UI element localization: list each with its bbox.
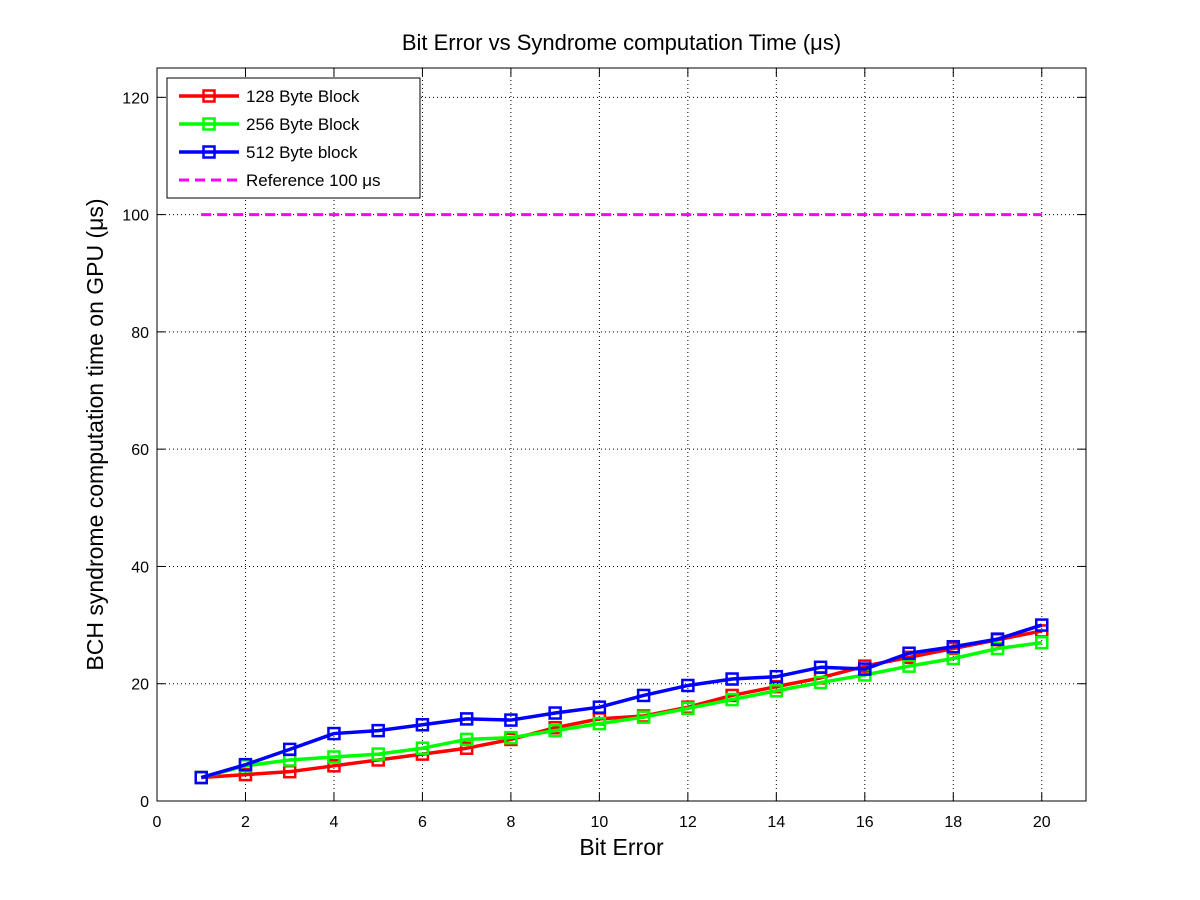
data-point bbox=[504, 713, 518, 727]
legend-label: 256 Byte Block bbox=[246, 115, 360, 134]
legend-label: Reference 100 μs bbox=[246, 171, 381, 190]
x-tick-label: 18 bbox=[944, 814, 962, 831]
data-point bbox=[371, 723, 385, 738]
legend-marker bbox=[202, 89, 216, 103]
data-point bbox=[548, 723, 562, 738]
series-group bbox=[194, 213, 1049, 785]
data-point bbox=[592, 716, 607, 731]
series-line bbox=[201, 629, 1043, 780]
data-point bbox=[459, 712, 474, 726]
chart-title: Bit Error vs Syndrome computation Time (… bbox=[402, 30, 841, 55]
data-point bbox=[636, 688, 651, 703]
data-point bbox=[1035, 635, 1049, 650]
plot-area-frame bbox=[156, 67, 1087, 802]
data-point bbox=[415, 741, 430, 755]
legend-item: 512 Byte block bbox=[179, 143, 358, 162]
data-point bbox=[681, 701, 695, 716]
data-point bbox=[592, 700, 607, 714]
x-tick-labels: 0 2 4 6 8 10 12 14 16 18 20 bbox=[153, 814, 1051, 831]
data-point bbox=[459, 732, 474, 747]
x-tick-label: 20 bbox=[1033, 814, 1051, 831]
data-point bbox=[813, 660, 828, 675]
data-point bbox=[282, 742, 297, 757]
data-point bbox=[238, 757, 253, 772]
data-point bbox=[459, 741, 474, 755]
legend-marker bbox=[202, 145, 216, 159]
y-tick-label: 0 bbox=[140, 794, 149, 811]
series-512-byte-block bbox=[194, 618, 1049, 785]
data-point bbox=[415, 718, 430, 732]
y-tick-label: 60 bbox=[131, 442, 149, 459]
data-point bbox=[681, 678, 695, 693]
data-point bbox=[548, 706, 562, 720]
y-tick-label: 20 bbox=[131, 677, 149, 694]
data-point bbox=[636, 710, 651, 724]
data-point bbox=[504, 730, 518, 745]
x-tick-label: 12 bbox=[679, 814, 697, 831]
legend-item: Reference 100 μs bbox=[179, 171, 381, 190]
x-tick-label: 8 bbox=[506, 814, 515, 831]
data-point bbox=[194, 770, 208, 785]
y-tick-label: 100 bbox=[122, 208, 149, 225]
data-point bbox=[725, 692, 739, 707]
series-256-byte-block bbox=[194, 635, 1049, 785]
x-tick-label: 10 bbox=[590, 814, 608, 831]
legend-label: 128 Byte Block bbox=[246, 87, 360, 106]
data-point bbox=[725, 672, 739, 686]
data-point bbox=[327, 759, 341, 773]
x-tick-label: 14 bbox=[767, 814, 785, 831]
x-tick-label: 2 bbox=[241, 814, 250, 831]
legend-item: 128 Byte Block bbox=[179, 87, 360, 106]
data-point bbox=[990, 641, 1005, 656]
axis-ticks bbox=[156, 68, 1086, 802]
x-tick-label: 0 bbox=[153, 814, 162, 831]
data-point bbox=[769, 684, 784, 698]
x-tick-label: 4 bbox=[329, 814, 338, 831]
legend-item: 256 Byte Block bbox=[179, 115, 360, 134]
y-tick-label: 80 bbox=[131, 325, 149, 342]
series-line bbox=[200, 623, 1043, 780]
data-point bbox=[946, 640, 961, 654]
y-tick-label: 40 bbox=[131, 559, 149, 576]
data-point bbox=[902, 659, 916, 673]
x-axis-title: Bit Error bbox=[579, 834, 664, 860]
legend-box bbox=[166, 77, 421, 199]
data-point bbox=[327, 726, 341, 741]
x-tick-label: 6 bbox=[418, 814, 427, 831]
y-tick-labels: 0 20 40 60 80 100 120 bbox=[122, 90, 149, 811]
data-point bbox=[858, 662, 872, 676]
legend-label: 512 Byte block bbox=[246, 143, 358, 162]
data-point bbox=[813, 675, 828, 690]
data-point bbox=[1035, 618, 1049, 632]
legend-marker bbox=[202, 117, 216, 131]
data-point bbox=[371, 747, 385, 761]
x-tick-label: 16 bbox=[856, 814, 874, 831]
series-line bbox=[200, 640, 1042, 780]
legend: 128 Byte Block 256 Byte Block 512 Byte blo… bbox=[166, 77, 421, 199]
data-point bbox=[902, 646, 916, 660]
data-point bbox=[769, 669, 784, 684]
y-tick-label: 120 bbox=[122, 90, 149, 107]
y-axis-title: BCH syndrome computation time on GPU (μs… bbox=[82, 198, 108, 670]
data-point bbox=[990, 632, 1005, 646]
data-point bbox=[327, 750, 341, 764]
